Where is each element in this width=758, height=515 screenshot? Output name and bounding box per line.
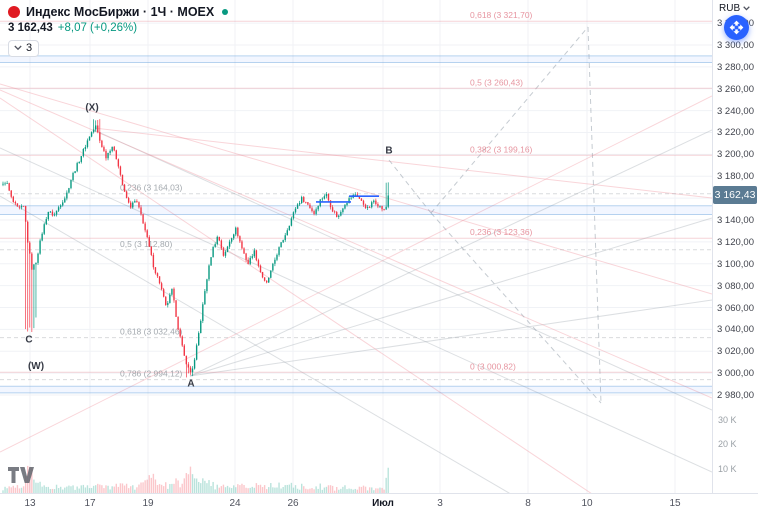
price-tick-label: 3 080,00	[717, 280, 754, 292]
last-price-tag-text: 3 162,43	[714, 189, 756, 202]
tradingview-logo[interactable]	[8, 466, 34, 489]
volume-tick-label: 30 K	[718, 414, 737, 425]
volume-layer	[2, 465, 389, 493]
volume-tick-label: 20 K	[718, 439, 737, 449]
scroll-to-live-button[interactable]	[724, 15, 749, 40]
time-tick-label: 10	[581, 498, 593, 509]
price-tick-label: 3 180,00	[717, 171, 754, 183]
svg-text:0,618 (3 321,70): 0,618 (3 321,70)	[470, 10, 533, 20]
last-price-text: 3 162,43	[8, 22, 53, 34]
chart-pane[interactable]: 0,618 (3 321,70) 0,5 (3 260,43) 0,382 (3 1…	[0, 0, 713, 493]
symbol-legend: Индекс МосБиржи · 1Ч · MOEX 3 162,43 +8,0…	[8, 5, 229, 57]
trendlines-layer	[0, 26, 712, 493]
price-tick-label: 3 100,00	[717, 258, 754, 270]
time-tick-label: 24	[229, 498, 241, 509]
svg-text:0,382 (3 199,16): 0,382 (3 199,16)	[470, 144, 533, 154]
symbol-title-row[interactable]: Индекс МосБиржи · 1Ч · MOEX	[8, 5, 229, 19]
price-tick-label: 3 020,00	[717, 346, 754, 358]
symbol-title[interactable]: Индекс МосБиржи · 1Ч · MOEX	[26, 5, 215, 19]
svg-text:(W): (W)	[28, 361, 44, 372]
grid-layer	[0, 0, 712, 493]
price-tick-label: 3 060,00	[717, 302, 754, 314]
svg-text:0,5 (3 112,80): 0,5 (3 112,80)	[120, 239, 172, 249]
candles-layer	[2, 119, 389, 378]
price-tick-label: 3 240,00	[717, 105, 754, 117]
fibonacci-layer: 0,618 (3 321,70) 0,5 (3 260,43) 0,382 (3 1…	[0, 10, 712, 381]
time-tick-label: 17	[84, 498, 96, 509]
price-tick-label: 3 040,00	[717, 324, 754, 336]
price-row: 3 162,43 +8,07 (+0,26%)	[8, 22, 228, 34]
currency-label: RUB	[719, 3, 741, 14]
price-tick-label: 3 280,00	[717, 61, 754, 73]
volume-tick-label: 10 K	[718, 463, 737, 474]
price-tick-label: 3 200,00	[717, 149, 754, 161]
price-tick-label: 3 000,00	[717, 368, 754, 380]
time-tick-label: 26	[287, 498, 299, 509]
object-tree-toggle[interactable]: 3	[8, 40, 40, 57]
market-open-status-icon	[222, 9, 229, 15]
price-tick-label: 3 120,00	[717, 236, 754, 248]
elliott-wave-labels: (X) B C (W) A	[25, 103, 392, 390]
time-tick-label: 15	[669, 498, 681, 509]
svg-text:B: B	[385, 145, 392, 156]
chevron-down-icon	[14, 45, 22, 51]
price-tick-label: 3 140,00	[717, 215, 754, 226]
time-tick-label: 3	[437, 498, 443, 509]
candlestick-chart[interactable]: 0,618 (3 321,70) 0,5 (3 260,43) 0,382 (3 1…	[0, 0, 712, 493]
price-tick-label: 3 220,00	[717, 127, 754, 139]
objects-count: 3	[26, 42, 33, 54]
price-tick-label: 2 980,00	[717, 390, 754, 402]
time-tick-label: 19	[142, 498, 154, 509]
svg-text:C: C	[25, 335, 32, 346]
svg-text:0,236 (3 123,36): 0,236 (3 123,36)	[470, 227, 533, 237]
moex-logo-icon	[8, 6, 20, 18]
svg-text:(X): (X)	[85, 103, 98, 114]
time-axis[interactable]: 13 17 19 24 26 Июл 3 8 10 15	[0, 493, 758, 515]
move-arrows-icon	[729, 20, 744, 35]
drawn-lines-layer	[316, 195, 379, 203]
price-axis[interactable]: RUB 3 320,003 300,003 280,003 260,003 24…	[713, 0, 758, 493]
svg-text:0,5 (3 260,43): 0,5 (3 260,43)	[470, 77, 523, 87]
price-tick-label: 3 300,00	[717, 39, 754, 51]
time-tick-label: Июл	[372, 498, 394, 509]
svg-text:A: A	[187, 378, 194, 389]
price-tick-label: 3 260,00	[717, 83, 754, 95]
currency-selector[interactable]: RUB	[719, 3, 750, 14]
svg-text:0,618 (3 032,46): 0,618 (3 032,46)	[120, 327, 183, 337]
chevron-down-icon	[743, 6, 750, 11]
time-tick-label: 8	[525, 498, 531, 509]
tradingview-logo-icon	[8, 467, 34, 483]
last-price-tag: 3 162,43	[713, 186, 757, 205]
price-change-text: +8,07 (+0,26%)	[57, 22, 138, 34]
time-tick-label: 13	[24, 498, 36, 509]
svg-text:0,236 (3 164,03): 0,236 (3 164,03)	[120, 183, 183, 193]
svg-text:0 (3 000,82): 0 (3 000,82)	[470, 361, 516, 371]
support-resistance-zones	[0, 55, 712, 394]
svg-text:0,786 (2 994,12): 0,786 (2 994,12)	[120, 369, 183, 379]
